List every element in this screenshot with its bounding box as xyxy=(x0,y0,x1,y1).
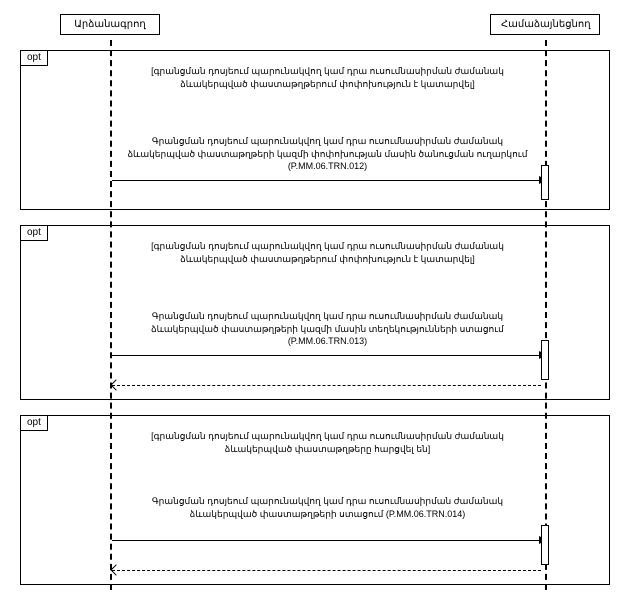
activation-bar xyxy=(541,340,549,380)
message-text: Գրանցման դոսյեում պարունակվող կամ դրա ու… xyxy=(125,135,530,173)
participant-left: Արձանագրող xyxy=(60,14,160,35)
activation-bar xyxy=(541,165,549,200)
return-arrow xyxy=(112,570,541,571)
message-arrow xyxy=(112,540,541,541)
guard-condition: [գրանցման դոսյեում պարունակվող կամ դրա ո… xyxy=(125,65,530,90)
opt-label: opt xyxy=(21,226,48,241)
message-text: Գրանցման դոսյեում պարունակվող կամ դրա ու… xyxy=(125,495,530,520)
participant-right: Համաձայնեցնող xyxy=(490,14,600,35)
opt-label: opt xyxy=(21,416,48,431)
message-arrow xyxy=(112,180,541,181)
guard-condition: [գրանցման դոսյեում պարունակվող կամ դրա ո… xyxy=(125,240,530,265)
activation-bar xyxy=(541,525,549,565)
message-text: Գրանցման դոսյեում պարունակվող կամ դրա ու… xyxy=(125,310,530,348)
opt-label: opt xyxy=(21,51,48,66)
guard-condition: [գրանցման դոսյեում պարունակվող կամ դրա ո… xyxy=(125,430,530,455)
message-arrow xyxy=(112,355,541,356)
return-arrow xyxy=(112,385,541,386)
